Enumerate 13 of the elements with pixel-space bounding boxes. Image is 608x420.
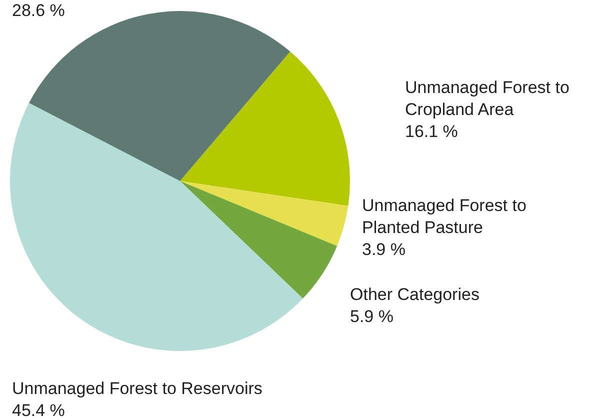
slice-label: Unmanaged Forest to Planted Pasture xyxy=(362,196,526,237)
data-label: 3.9 % xyxy=(362,240,406,259)
slice-label: Unmanaged Forest to Cropland Area xyxy=(405,78,570,119)
pie-slice xyxy=(180,52,350,206)
data-label: 16.1 % xyxy=(405,122,458,141)
pie-slice xyxy=(180,181,348,246)
data-label: 28.6 % xyxy=(12,1,65,20)
data-label: 45.4 % xyxy=(12,401,65,420)
pie-slice xyxy=(180,181,338,299)
pie-slice xyxy=(10,102,303,351)
slice-label: Unmanaged Forest to Reservoirs xyxy=(12,379,262,398)
slice-label: Other Categories xyxy=(350,285,480,304)
data-label: 5.9 % xyxy=(350,307,394,326)
